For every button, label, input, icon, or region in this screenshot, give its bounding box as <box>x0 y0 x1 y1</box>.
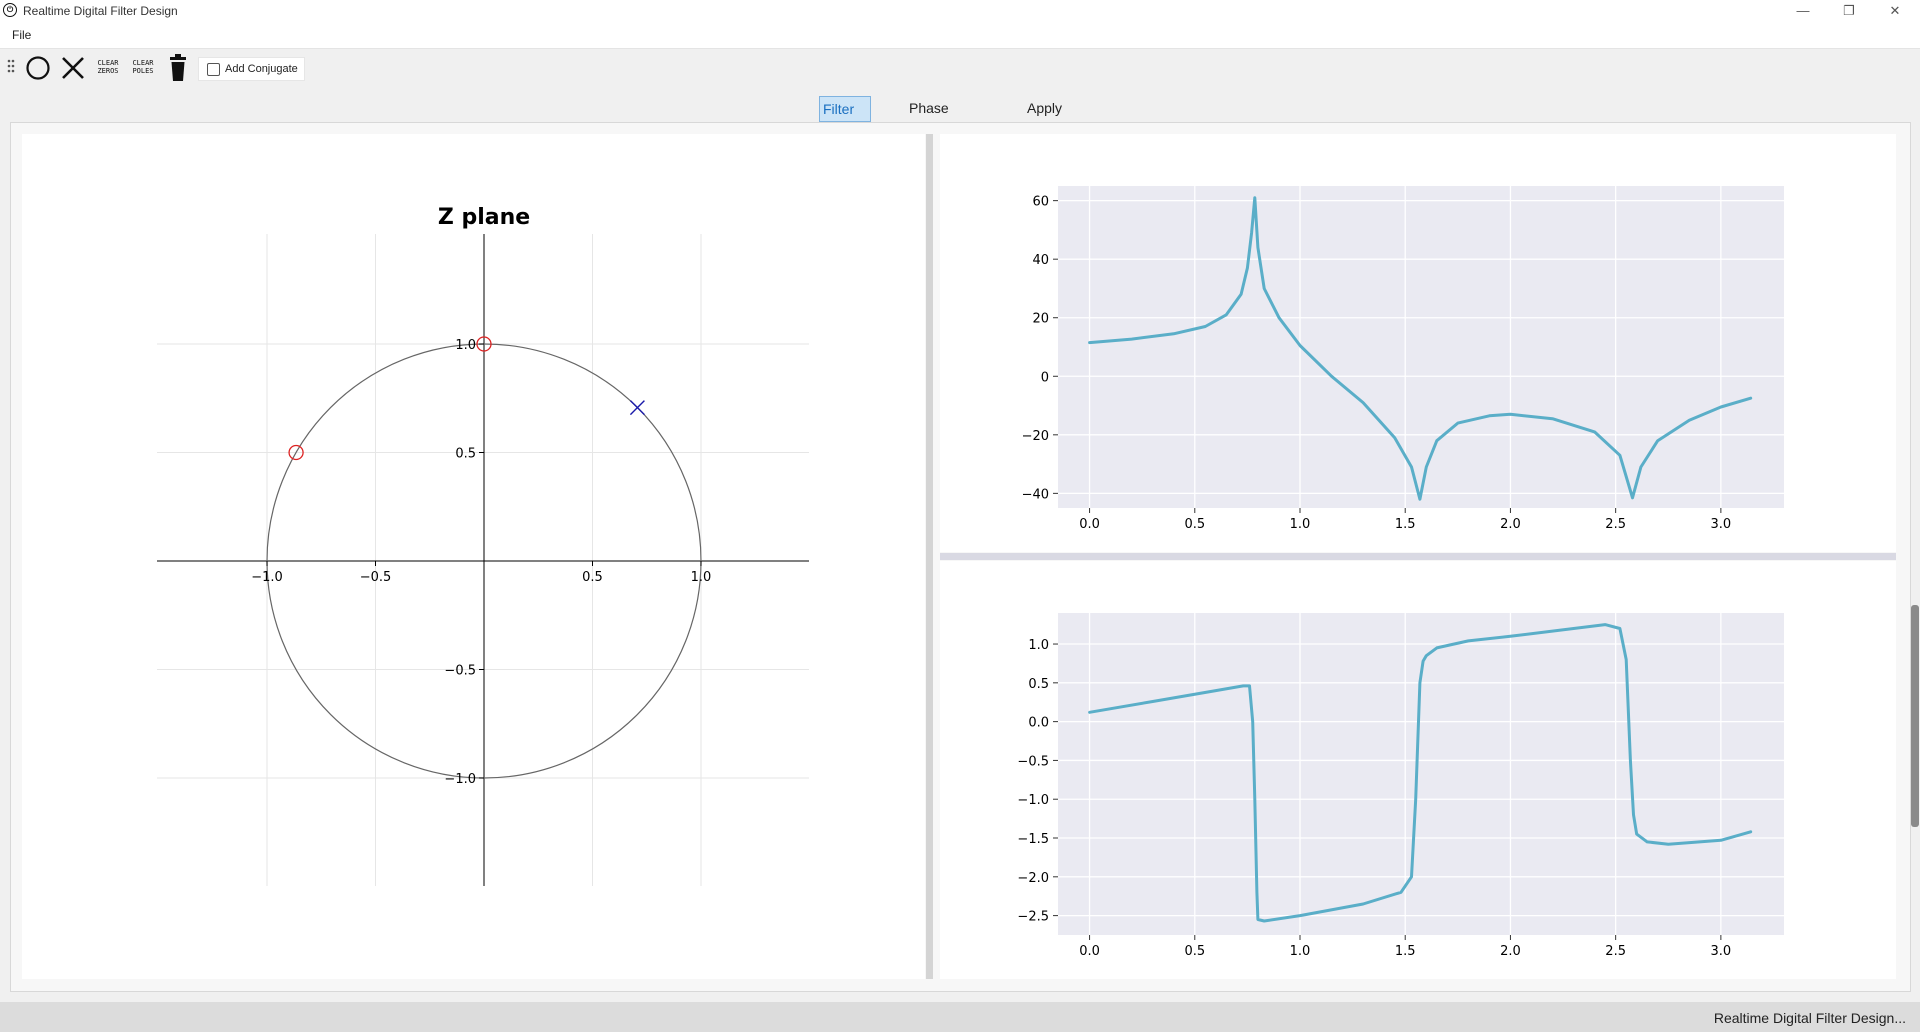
phase-pane[interactable]: 0.0 0.5 1.0 1.5 2.0 2.5 3.0 1.0 0.5 0.0 −0.5 −1.0 −1… <box>940 561 1896 979</box>
pole-marker-stroke-b <box>629 400 645 416</box>
magnitude-y-tick-label-0: 60 <box>1032 195 1049 210</box>
menu-bar: File <box>0 22 1920 49</box>
phase-y-tick-label-7: −2.5 <box>1017 910 1049 925</box>
z-y-tick-label-1: 0.5 <box>455 447 476 462</box>
toolbar-grip-icon[interactable] <box>7 58 15 88</box>
z-y-tick-label-3: −1.0 <box>444 772 476 787</box>
z-x-tick-label-3: 1.0 <box>691 570 712 585</box>
phase-series-line <box>1088 623 1753 923</box>
phase-x-tick-label-2: 1.0 <box>1290 944 1311 959</box>
z-y-tick-label-0: 1.0 <box>455 338 476 353</box>
add-conjugate-checkbox[interactable] <box>207 63 220 76</box>
z-x-tick-label-0: −1.0 <box>251 570 283 585</box>
add-conjugate-toggle[interactable]: Add Conjugate <box>198 57 305 81</box>
magnitude-x-tick-label-2: 1.0 <box>1290 517 1311 532</box>
magnitude-x-tick-label-5: 2.5 <box>1605 517 1626 532</box>
phase-x-tick-label-0: 0.0 <box>1079 944 1100 959</box>
scrollbar-thumb[interactable] <box>1911 605 1919 827</box>
phase-x-tick-label-5: 2.5 <box>1605 944 1626 959</box>
add-pole-x-icon[interactable] <box>59 53 87 83</box>
z-x-tick-label-2: 0.5 <box>582 570 603 585</box>
z-y-tick-label-2: −0.5 <box>444 664 476 679</box>
maximize-button[interactable]: ❐ <box>1843 3 1855 18</box>
tab-phase-correction[interactable]: Phase Correction <box>909 100 974 140</box>
zero-marker-0 <box>476 336 492 352</box>
status-text: Realtime Digital Filter Design... <box>1713 1010 1906 1026</box>
magnitude-x-tick-label-6: 3.0 <box>1711 517 1732 532</box>
z-plane-title: Z plane <box>438 205 530 230</box>
phase-x-tick-label-1: 0.5 <box>1184 944 1205 959</box>
magnitude-x-tick-label-0: 0.0 <box>1079 517 1100 532</box>
toolbar: CLEAR ZEROS CLEAR POLES Add Conjugate <box>0 49 1920 87</box>
magnitude-pane[interactable]: 0.0 0.5 1.0 1.5 2.0 2.5 3.0 60 40 20 0 −20 −40 <box>940 134 1896 552</box>
phase-y-tick-label-5: −1.5 <box>1017 832 1049 847</box>
phase-chart[interactable]: 0.0 0.5 1.0 1.5 2.0 2.5 3.0 1.0 0.5 0.0 −0.5 −1.0 −1… <box>940 561 1896 979</box>
magnitude-chart[interactable]: 0.0 0.5 1.0 1.5 2.0 2.5 3.0 60 40 20 0 −20 −40 <box>940 134 1896 552</box>
phase-y-tick-label-4: −1.0 <box>1017 793 1049 808</box>
app-icon: ⏻ <box>3 3 17 17</box>
phase-x-tick-label-4: 2.0 <box>1500 944 1521 959</box>
z-x-tick-label-1: −0.5 <box>360 570 392 585</box>
phase-y-tick-label-1: 0.5 <box>1028 677 1049 692</box>
tab-filter-design[interactable]: Filter Design <box>819 96 871 141</box>
zero-marker-1 <box>288 444 304 461</box>
magnitude-y-tick-label-2: 20 <box>1032 312 1049 327</box>
magnitude-series-line <box>1088 196 1753 501</box>
tab-apply-filter[interactable]: Apply Filter <box>1027 100 1063 140</box>
vertical-splitter[interactable] <box>926 134 933 979</box>
minimize-button[interactable]: — <box>1796 3 1810 18</box>
magnitude-x-tick-label-3: 1.5 <box>1395 517 1416 532</box>
phase-x-tick-label-3: 1.5 <box>1395 944 1416 959</box>
magnitude-y-tick-label-3: 0 <box>1041 370 1049 385</box>
menu-file[interactable]: File <box>12 28 32 42</box>
add-zero-circle-icon[interactable] <box>24 53 52 83</box>
magnitude-x-tick-label-4: 2.0 <box>1500 517 1521 532</box>
clear-poles-button[interactable]: CLEAR POLES <box>132 59 154 75</box>
horizontal-splitter[interactable] <box>940 553 1896 560</box>
phase-x-tick-label-6: 3.0 <box>1711 944 1732 959</box>
add-conjugate-label: Add Conjugate <box>225 63 298 75</box>
phase-plot-area <box>1058 613 1784 935</box>
phase-y-tick-label-6: −2.0 <box>1017 871 1049 886</box>
clear-zeros-button[interactable]: CLEAR ZEROS <box>97 59 119 75</box>
magnitude-y-tick-label-4: −20 <box>1022 429 1049 444</box>
magnitude-x-tick-label-1: 0.5 <box>1184 517 1205 532</box>
z-plane-pane[interactable]: Z plane −1.0 −0.5 0.5 1.0 1.0 0.5 −0.5 −1.0 <box>22 134 925 979</box>
status-bar: Realtime Digital Filter Design... <box>0 1002 1920 1032</box>
window-title: Realtime Digital Filter Design <box>23 4 178 18</box>
pole-marker-0 <box>629 400 645 416</box>
phase-y-tick-label-0: 1.0 <box>1028 638 1049 653</box>
magnitude-plot-area <box>1058 186 1784 508</box>
magnitude-y-tick-label-1: 40 <box>1032 253 1049 268</box>
phase-y-tick-label-3: −0.5 <box>1017 754 1049 769</box>
title-bar: ⏻ Realtime Digital Filter Design — ❐ ✕ <box>0 0 1920 22</box>
z-plane-chart[interactable]: Z plane −1.0 −0.5 0.5 1.0 1.0 0.5 −0.5 −1.0 <box>22 134 925 979</box>
phase-y-tick-label-2: 0.0 <box>1028 716 1049 731</box>
trash-icon[interactable] <box>166 53 190 83</box>
magnitude-y-tick-label-5: −40 <box>1022 487 1049 502</box>
close-button[interactable]: ✕ <box>1889 3 1901 18</box>
